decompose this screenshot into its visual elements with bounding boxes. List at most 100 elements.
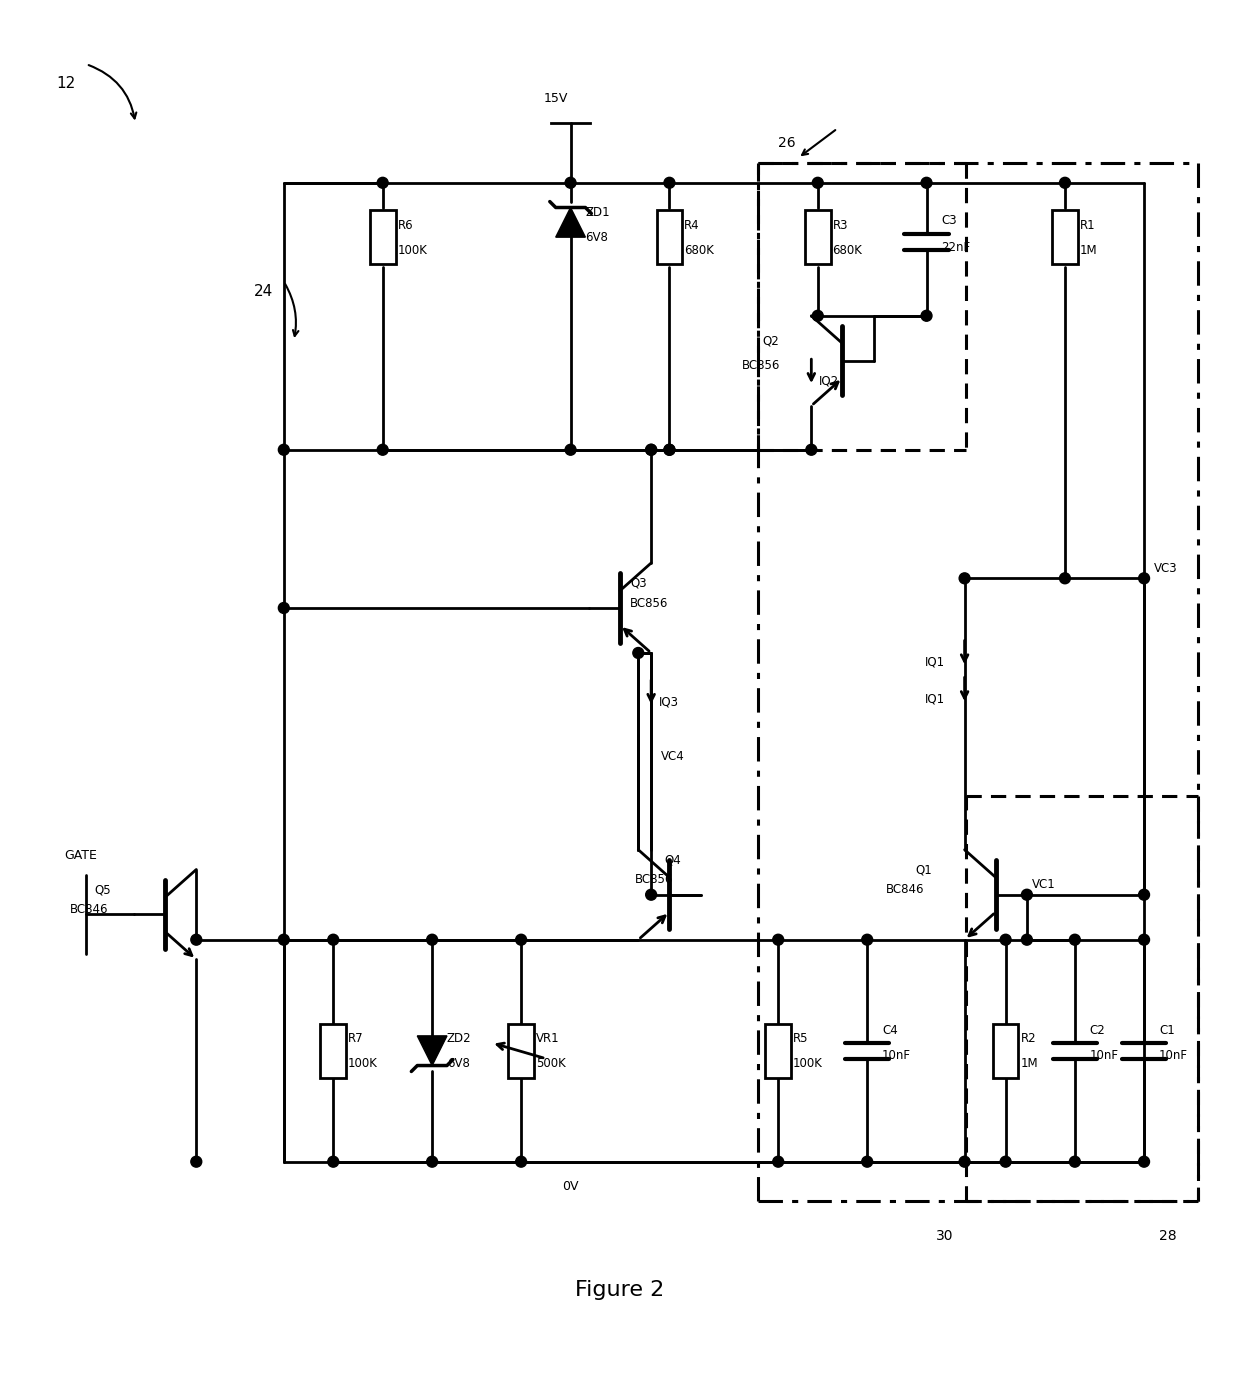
Circle shape	[646, 444, 657, 455]
Circle shape	[278, 935, 289, 945]
Circle shape	[663, 178, 675, 189]
Text: BC846: BC846	[69, 903, 108, 915]
Text: GATE: GATE	[64, 849, 98, 861]
Text: 1M: 1M	[1080, 244, 1097, 257]
Text: ZD1: ZD1	[585, 205, 610, 219]
Circle shape	[632, 648, 644, 659]
Text: IQ1: IQ1	[925, 656, 945, 669]
Circle shape	[565, 178, 577, 189]
Bar	[370, 209, 396, 265]
Circle shape	[1059, 573, 1070, 584]
Text: 24: 24	[254, 284, 273, 300]
Circle shape	[806, 444, 817, 455]
Circle shape	[278, 602, 289, 613]
Text: BC846: BC846	[885, 884, 924, 896]
Text: R6: R6	[398, 219, 413, 232]
Circle shape	[1001, 1157, 1011, 1166]
Circle shape	[427, 935, 438, 945]
Circle shape	[516, 1157, 527, 1166]
Text: 680K: 680K	[684, 244, 714, 257]
Circle shape	[377, 178, 388, 189]
Circle shape	[565, 444, 577, 455]
Text: R2: R2	[1021, 1032, 1037, 1046]
Text: 6V8: 6V8	[446, 1057, 470, 1069]
Circle shape	[1069, 1157, 1080, 1166]
Circle shape	[773, 935, 784, 945]
Text: Q5: Q5	[94, 884, 112, 896]
Bar	[993, 1024, 1018, 1078]
Text: 26: 26	[779, 136, 796, 150]
Circle shape	[377, 444, 388, 455]
Circle shape	[1069, 935, 1080, 945]
Text: Q3: Q3	[630, 577, 646, 589]
Text: IQ2: IQ2	[820, 374, 839, 387]
Bar	[657, 209, 682, 265]
Circle shape	[516, 935, 527, 945]
Text: 500K: 500K	[536, 1057, 565, 1069]
Circle shape	[1022, 935, 1033, 945]
Text: BC856: BC856	[630, 596, 668, 609]
Text: 10nF: 10nF	[1159, 1049, 1188, 1062]
Text: VC1: VC1	[1032, 878, 1055, 892]
Text: Q4: Q4	[665, 853, 681, 867]
Text: BC856: BC856	[635, 874, 673, 886]
Text: VC3: VC3	[1154, 562, 1178, 576]
Text: C1: C1	[1159, 1025, 1174, 1037]
Circle shape	[862, 935, 873, 945]
Bar	[805, 209, 831, 265]
Circle shape	[960, 1157, 970, 1166]
Circle shape	[1138, 889, 1149, 900]
Text: 15V: 15V	[543, 93, 568, 105]
Text: IQ3: IQ3	[658, 695, 680, 709]
Circle shape	[1022, 889, 1033, 900]
Circle shape	[1138, 573, 1149, 584]
Circle shape	[427, 1157, 438, 1166]
Text: R7: R7	[348, 1032, 363, 1046]
Text: 10nF: 10nF	[882, 1049, 911, 1062]
Bar	[508, 1024, 534, 1078]
Text: VR1: VR1	[536, 1032, 559, 1046]
Text: 10nF: 10nF	[1090, 1049, 1118, 1062]
Circle shape	[663, 444, 675, 455]
Circle shape	[921, 311, 932, 322]
Circle shape	[812, 311, 823, 322]
Circle shape	[327, 1157, 339, 1166]
Circle shape	[191, 935, 202, 945]
Text: R1: R1	[1080, 219, 1095, 232]
Circle shape	[1138, 935, 1149, 945]
Text: 12: 12	[56, 76, 76, 92]
Text: IQ1: IQ1	[925, 692, 945, 706]
Text: R3: R3	[832, 219, 848, 232]
Text: 0V: 0V	[562, 1180, 579, 1193]
Circle shape	[1138, 1157, 1149, 1166]
Circle shape	[773, 1157, 784, 1166]
Circle shape	[1001, 935, 1011, 945]
Circle shape	[1059, 178, 1070, 189]
Circle shape	[921, 178, 932, 189]
Circle shape	[646, 889, 657, 900]
Text: 30: 30	[936, 1229, 954, 1243]
Text: 6V8: 6V8	[585, 230, 609, 244]
Circle shape	[191, 1157, 202, 1166]
Text: 100K: 100K	[794, 1057, 823, 1069]
Text: BC856: BC856	[742, 359, 780, 372]
Bar	[765, 1024, 791, 1078]
Text: 22nF: 22nF	[941, 240, 971, 254]
Text: 28: 28	[1159, 1229, 1177, 1243]
Text: 680K: 680K	[832, 244, 863, 257]
Text: Q2: Q2	[761, 334, 779, 348]
Text: VC4: VC4	[661, 750, 684, 763]
Circle shape	[327, 935, 339, 945]
Text: 100K: 100K	[398, 244, 428, 257]
Text: C2: C2	[1090, 1025, 1105, 1037]
Circle shape	[646, 444, 657, 455]
Text: R4: R4	[684, 219, 699, 232]
Text: 1M: 1M	[1021, 1057, 1038, 1069]
Circle shape	[663, 444, 675, 455]
Text: Q1: Q1	[915, 864, 932, 877]
Polygon shape	[418, 1036, 446, 1065]
Circle shape	[862, 1157, 873, 1166]
Text: C3: C3	[941, 214, 957, 227]
Text: 100K: 100K	[348, 1057, 378, 1069]
Bar	[320, 1024, 346, 1078]
